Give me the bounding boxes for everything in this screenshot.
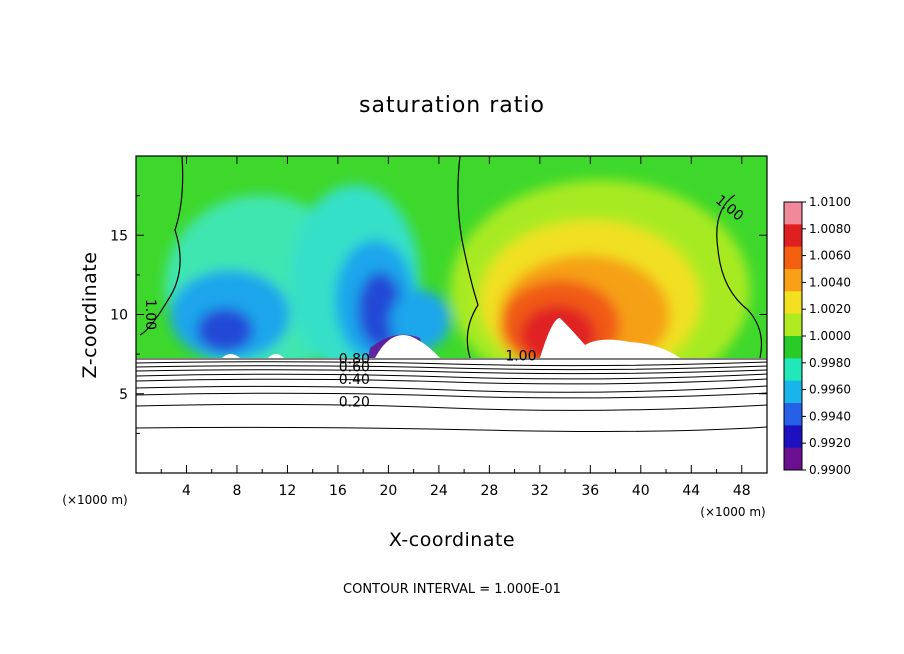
contour-interval-note: CONTOUR INTERVAL = 1.000E-01 <box>343 582 561 597</box>
colorbar-swatch-7 <box>784 358 802 382</box>
colorbar-label-3: 1.0040 <box>809 275 851 289</box>
above-range-region-2 <box>375 334 440 358</box>
heatmap-field <box>136 156 767 473</box>
contour-label-4: 1.00 <box>505 348 536 364</box>
contour-label-3: 0.20 <box>339 394 370 410</box>
chart-title: saturation ratio <box>359 93 545 118</box>
x-tick-label-10: 44 <box>682 483 700 499</box>
colorbar-label-9: 0.9920 <box>809 436 851 450</box>
colorbar-swatch-0 <box>784 202 802 225</box>
x-axis-label: X-coordinate <box>389 529 515 551</box>
colorbar-label-2: 1.0060 <box>809 249 851 263</box>
x-tick-label-8: 36 <box>581 483 599 499</box>
colorbar-label-7: 0.9960 <box>809 383 851 397</box>
above-range-region <box>540 318 680 358</box>
colorbar-label-0: 1.0100 <box>809 195 851 209</box>
x-tick-label-0: 4 <box>182 483 191 499</box>
x-axis: 4 8 12 16 20 24 28 32 36 40 44 48 <box>160 156 751 499</box>
y-tick-label-1: 10 <box>110 308 128 324</box>
stacked-contours <box>136 358 767 432</box>
contour-label-1: 0.60 <box>339 360 370 376</box>
colorbar-label-4: 1.0020 <box>809 302 851 316</box>
contour-label-2: 0.40 <box>339 372 370 388</box>
y-tick-label-2: 15 <box>110 228 128 244</box>
contour-1-00-left <box>139 156 184 336</box>
y-axis: 5 10 15 <box>110 195 767 434</box>
x-tick-label-11: 48 <box>733 483 751 499</box>
below-fill-region <box>136 358 767 473</box>
y-unit-label: (×1000 m) <box>62 493 127 507</box>
colorbar-swatch-5 <box>784 313 802 337</box>
x-tick-label-4: 20 <box>379 483 397 499</box>
colorbar-swatch-9 <box>784 403 802 426</box>
colorbar-label-10: 0.9900 <box>809 463 851 477</box>
x-tick-label-1: 8 <box>232 483 241 499</box>
x-tick-label-2: 12 <box>279 483 297 499</box>
y-tick-label-0: 5 <box>119 387 128 403</box>
colorbar-label-5: 1.0000 <box>809 329 851 343</box>
contour-1-00-right <box>716 194 763 359</box>
colorbar-label-6: 0.9980 <box>809 356 851 370</box>
colorbar-swatch-11 <box>784 447 802 471</box>
above-range-region-3 <box>222 354 284 358</box>
colorbar-swatch-3 <box>784 269 802 292</box>
colorbar-swatch-2 <box>784 246 802 270</box>
colorbar-swatch-10 <box>784 425 802 449</box>
colorbar-swatch-6 <box>784 336 802 359</box>
colorbar-swatch-8 <box>784 380 802 404</box>
x-tick-label-5: 24 <box>430 483 448 499</box>
colorbar: 1.0100 1.0080 1.0060 1.0040 1.0020 1.0000 0.99… <box>783 195 851 477</box>
colorbar-swatch-1 <box>784 224 802 248</box>
contour-label-0: 0.80 <box>339 352 370 368</box>
colorbar-label-1: 1.0080 <box>809 222 851 236</box>
x-unit-label: (×1000 m) <box>700 505 765 519</box>
contour-1-00-center <box>457 156 479 359</box>
y-axis-label: Z-coordinate <box>79 252 101 379</box>
x-tick-label-9: 40 <box>632 483 650 499</box>
x-tick-label-6: 28 <box>480 483 498 499</box>
contour-label-6: 1.00 <box>142 299 158 330</box>
colorbar-label-8: 0.9940 <box>809 409 851 423</box>
colorbar-swatch-4 <box>784 291 802 315</box>
x-tick-label-7: 32 <box>531 483 549 499</box>
x-tick-label-3: 16 <box>329 483 347 499</box>
